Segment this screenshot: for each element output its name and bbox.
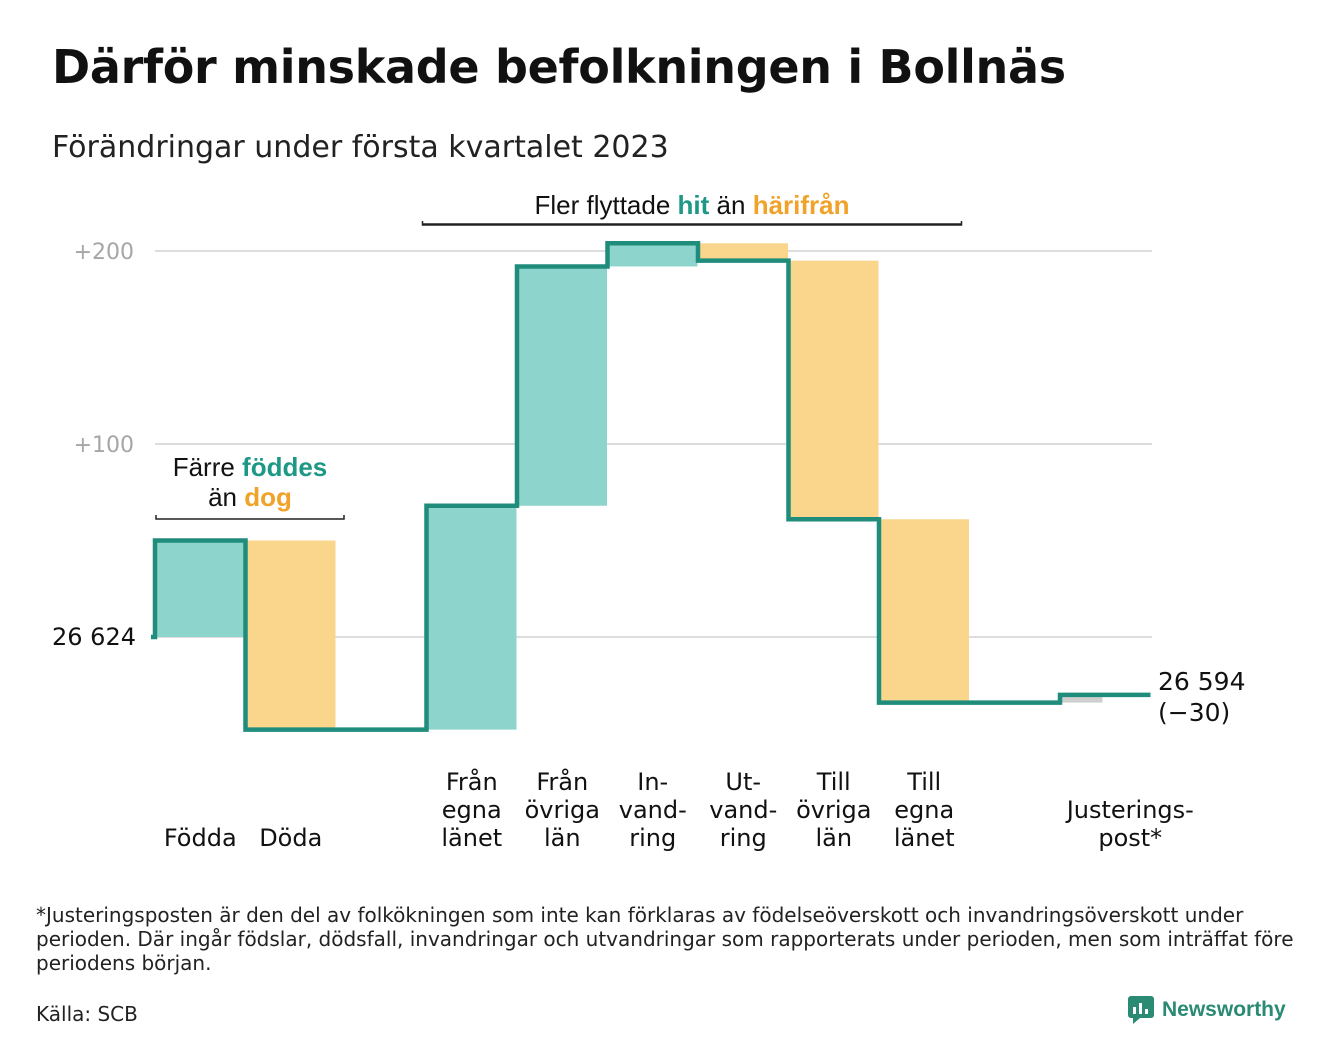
waterfall-bar xyxy=(155,540,245,637)
end-change-label: (−30) xyxy=(1158,698,1230,727)
x-axis-label: vand- xyxy=(619,796,687,824)
x-axis-label: Ut- xyxy=(725,768,761,796)
chart-title: Därför minskade befolkningen i Bollnäs xyxy=(52,40,1066,94)
x-axis-label: Till xyxy=(816,768,851,796)
x-axis-label: Från xyxy=(446,767,498,796)
x-axis-label: län xyxy=(815,824,852,852)
waterfall-bar xyxy=(608,243,698,267)
births-annotation-part: än xyxy=(208,482,244,512)
births-annotation-part: dog xyxy=(244,482,292,512)
x-axis-label: Döda xyxy=(259,824,322,852)
waterfall-bar xyxy=(517,266,607,506)
waterfall-bar xyxy=(1062,694,1103,703)
x-axis-label: In- xyxy=(637,768,668,796)
newsworthy-brand: Newsworthy xyxy=(1128,996,1286,1024)
x-axis-label: vand- xyxy=(709,796,777,824)
migration-annotation-part: hit xyxy=(678,190,710,220)
waterfall-bar xyxy=(246,540,336,730)
births-annotation-line1: Färre föddes xyxy=(173,452,328,482)
x-axis-label: Till xyxy=(906,768,941,796)
births-annotation-part: Färre xyxy=(173,452,242,482)
x-axis-label: post* xyxy=(1098,824,1162,852)
waterfall-bar xyxy=(698,243,788,261)
brand-name: Newsworthy xyxy=(1162,998,1286,1021)
waterfall-bar xyxy=(789,260,879,520)
x-axis-label: länet xyxy=(441,824,502,852)
x-axis-label: Justerings- xyxy=(1065,796,1194,824)
cumulative-step-line xyxy=(151,241,1151,732)
chart-subtitle: Förändringar under första kvartalet 2023 xyxy=(52,130,669,165)
x-axis-label: ring xyxy=(629,824,676,852)
x-axis-label: egna xyxy=(442,796,502,824)
migration-annotation: Fler flyttade hit än härifrån xyxy=(534,190,849,220)
births-bracket xyxy=(155,515,345,520)
migration-annotation-part: än xyxy=(709,190,752,220)
x-axis-label: övriga xyxy=(796,796,871,824)
x-axis-label: egna xyxy=(894,796,954,824)
x-axis-label: Från xyxy=(536,767,588,796)
births-annotation-line2: än dog xyxy=(208,482,292,512)
y-tick-label: +100 xyxy=(74,433,134,458)
migration-annotation-part: Fler flyttade xyxy=(534,190,677,220)
newsworthy-logo-icon xyxy=(1128,996,1154,1024)
x-axis-label: övriga xyxy=(525,796,600,824)
x-axis-label: länet xyxy=(894,824,955,852)
footnote: *Justeringsposten är den del av folkökni… xyxy=(36,903,1294,975)
x-axis-label: län xyxy=(544,824,581,852)
start-value-label: 26 624 xyxy=(52,623,136,651)
waterfall-bar xyxy=(427,505,517,730)
source-note: Källa: SCB xyxy=(36,1002,138,1026)
births-annotation-part: föddes xyxy=(242,452,327,482)
migration-annotation-part: härifrån xyxy=(753,190,850,220)
waterfall-bar xyxy=(879,519,969,703)
end-value-label: 26 594 xyxy=(1158,667,1245,696)
x-axis-label: Födda xyxy=(164,824,237,852)
y-tick-label: +200 xyxy=(74,240,134,265)
x-axis-label: ring xyxy=(720,824,767,852)
migration-bracket xyxy=(421,221,963,226)
